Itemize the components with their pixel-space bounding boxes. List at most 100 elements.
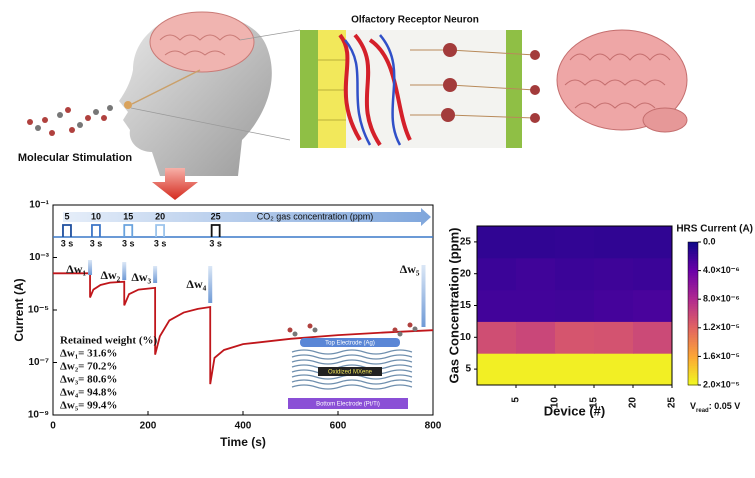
colorbar-step xyxy=(688,375,698,379)
colorbar-step xyxy=(688,344,698,348)
drop-label: Δw₅ xyxy=(400,262,420,276)
drop-arrow xyxy=(122,262,127,280)
heatmap-chart: 5 10 15 20 25 5 10 15 20 25 Device (#) Gas Concentr… xyxy=(446,224,753,419)
heatmap-cell xyxy=(633,353,673,386)
colorbar-step xyxy=(688,373,698,376)
inset-bottom-label: Bottom Electrode (Pt/Ti) xyxy=(316,402,380,408)
colorbar-step xyxy=(688,334,698,338)
inset-layer xyxy=(291,384,413,390)
drop-label: Δw₄ xyxy=(186,277,206,291)
heatmap-cell xyxy=(477,289,517,322)
note-part: : 0.05 V xyxy=(709,401,741,411)
drop-arrow xyxy=(208,266,213,303)
colorbar-step xyxy=(688,368,698,372)
colorbar-step xyxy=(688,253,698,257)
colorbar-step xyxy=(688,346,698,350)
pulse xyxy=(62,224,72,237)
retained-value: Δw₁= 31.6% xyxy=(60,348,117,360)
heatmap-cell xyxy=(633,321,673,354)
colorbar-step xyxy=(688,320,698,324)
pulse-duration: 3 s xyxy=(154,238,167,248)
gas-arrow xyxy=(63,208,431,226)
heatmap-cell xyxy=(516,353,556,386)
inset-layer xyxy=(291,379,413,385)
pulse-label: 20 xyxy=(155,211,165,221)
x-tick-label: 800 xyxy=(425,421,442,432)
colorbar-step xyxy=(688,327,698,331)
inset-middle-label: Oxidized MXene xyxy=(328,370,373,376)
retained-title: Retained weight (%) xyxy=(60,335,157,347)
colorbar-tick-label: 8.0×10⁻⁶ xyxy=(703,294,740,304)
inset-layer xyxy=(291,359,413,365)
inset-layer xyxy=(291,349,413,355)
note-part: V xyxy=(690,401,696,411)
inset-layer xyxy=(291,354,413,360)
colorbar-step xyxy=(688,354,698,357)
colorbar-step xyxy=(688,337,698,341)
colorbar-step xyxy=(688,323,698,326)
head-illustration xyxy=(119,11,301,176)
colorbar-step xyxy=(688,263,698,267)
colorbar-step xyxy=(688,303,698,307)
drop-arrow xyxy=(88,260,93,275)
colorbar-step xyxy=(688,258,698,262)
heatmap-cell xyxy=(555,289,595,322)
x-axis-label: Time (s) xyxy=(220,435,266,449)
colorbar-step xyxy=(688,358,698,362)
colorbar-step xyxy=(688,308,698,312)
colorbar-step xyxy=(688,301,698,305)
x-tick-label: 5 xyxy=(511,397,522,403)
heatmap-cell xyxy=(594,321,634,354)
y-tick-label: 20 xyxy=(460,268,472,279)
heatmap-cell xyxy=(516,321,556,354)
pulse-label: 5 xyxy=(64,211,69,221)
colorbar-step xyxy=(688,242,698,245)
y-tick-label: 25 xyxy=(460,237,472,248)
heatmap-cell xyxy=(477,257,517,291)
colorbar-step xyxy=(688,356,698,360)
x-tick-label: 20 xyxy=(628,397,639,409)
illustration-title: Olfactory Receptor Neuron xyxy=(351,15,479,26)
molecule xyxy=(397,331,403,337)
heatmap-cell xyxy=(516,289,556,322)
pulse-label: 15 xyxy=(123,211,133,221)
x-axis-label: Device (#) xyxy=(544,403,605,418)
pulse-label: 25 xyxy=(211,211,221,221)
colorbar-step xyxy=(688,313,698,317)
molecule xyxy=(307,323,313,329)
heatmap-cell xyxy=(477,226,517,259)
colorbar-title: HRS Current (A) xyxy=(676,224,753,235)
x-tick-label: 25 xyxy=(667,397,678,409)
molecule xyxy=(407,322,413,328)
colorbar-step xyxy=(688,272,698,276)
pulse-label: 10 xyxy=(91,211,101,221)
inset-layer xyxy=(291,364,413,370)
heatmap-cell xyxy=(477,353,517,386)
colorbar-step xyxy=(688,370,698,374)
y-tick-label: 10 xyxy=(460,332,472,343)
retained-value: Δw₃= 80.6% xyxy=(60,374,117,386)
colorbar-step xyxy=(688,382,698,386)
inset-bottom xyxy=(288,398,408,409)
heatmap-cell xyxy=(555,257,595,291)
colorbar-tick-label: 2.0×10⁻⁵ xyxy=(703,379,740,389)
colorbar-step xyxy=(688,342,698,345)
brain-illustration xyxy=(556,29,688,133)
colorbar-step xyxy=(688,270,698,274)
colorbar-tick-label: 1.2×10⁻⁵ xyxy=(703,322,740,332)
y-tick-label: 10⁻¹ xyxy=(29,200,49,211)
pulse-duration: 3 s xyxy=(122,238,135,248)
colorbar-step xyxy=(688,275,698,279)
colorbar-step xyxy=(688,332,698,336)
retained-value: Δw₄= 94.8% xyxy=(60,387,117,399)
pulse xyxy=(91,224,101,237)
retained-value: Δw₂= 70.2% xyxy=(60,361,117,373)
colorbar-step xyxy=(688,299,698,303)
colorbar-step xyxy=(688,363,698,367)
molecule xyxy=(312,327,318,333)
y-axis-label: Gas Concentration (ppm) xyxy=(446,227,461,383)
note-part: read xyxy=(696,408,709,414)
gas-label: CO₂ gas concentration (ppm) xyxy=(257,211,374,221)
heatmap-cell xyxy=(633,257,673,291)
molecule xyxy=(392,327,398,333)
